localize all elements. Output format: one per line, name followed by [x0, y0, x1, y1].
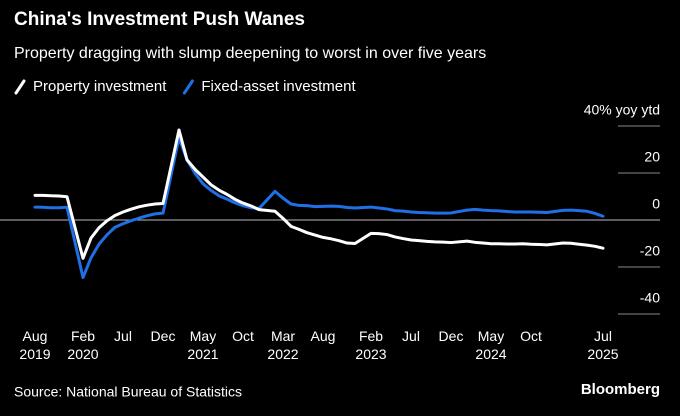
x-tick-label: Feb 2020 [67, 328, 98, 362]
x-tick-label: Jul [402, 328, 420, 344]
x-tick-label: Aug 2019 [19, 328, 50, 362]
series-line [33, 136, 605, 280]
x-tick-label: Jul [114, 328, 132, 344]
x-tick-label: May 2024 [475, 328, 506, 362]
x-tick-label: Oct [520, 328, 542, 344]
y-tick-label: -40 [640, 290, 660, 306]
x-tick-label: Aug [311, 328, 336, 344]
chart-subtitle: Property dragging with slump deepening t… [14, 45, 486, 62]
y-tick-label: 40% yoy ytd [584, 102, 660, 118]
brand: Bloomberg [581, 381, 660, 398]
series-line [33, 128, 605, 260]
x-tick-label: Feb 2023 [355, 328, 386, 362]
x-tick-label: Jul 2025 [587, 328, 618, 362]
legend-label: Property investment [33, 78, 167, 95]
x-tick-label: Dec [151, 328, 176, 344]
y-tick-label: -20 [640, 243, 660, 259]
legend-swatch [14, 79, 26, 95]
x-tick-label: May 2021 [187, 328, 218, 362]
x-tick-label: Dec [439, 328, 464, 344]
chart-title: China's Investment Push Wanes [14, 9, 305, 30]
source-note: Source: National Bureau of Statistics [14, 384, 242, 400]
y-tick-label: 20 [644, 149, 660, 165]
x-tick-label: Mar 2022 [267, 328, 298, 362]
y-tick-label: 0 [652, 196, 660, 212]
legend-swatch [182, 79, 194, 95]
legend-label: Fixed-asset investment [201, 78, 356, 95]
x-tick-label: Oct [232, 328, 254, 344]
